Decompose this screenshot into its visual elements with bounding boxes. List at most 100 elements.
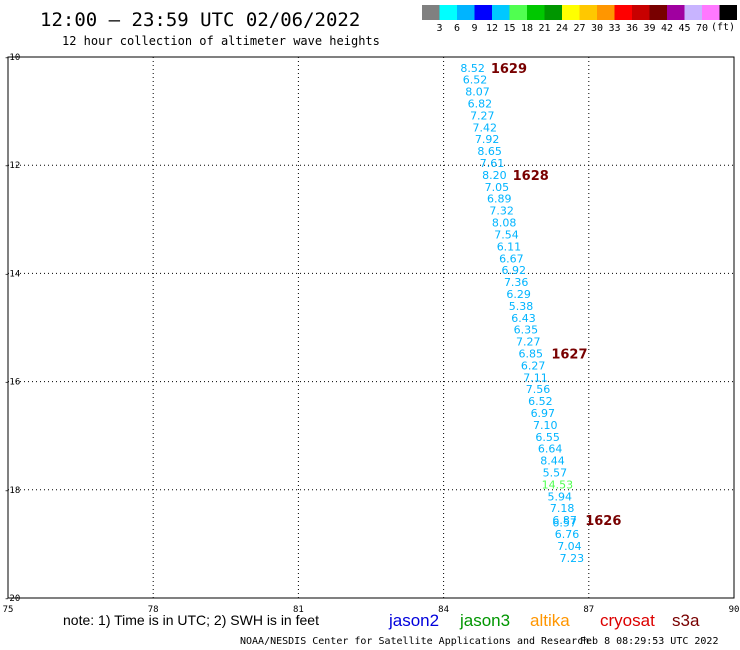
swh-value: 7.61: [480, 157, 505, 170]
swh-value: 7.18: [550, 502, 575, 515]
legend-tick-label: 6: [454, 23, 460, 34]
legend-tick-label: 12: [486, 23, 498, 34]
satellite-cryosat: cryosat: [600, 611, 655, 630]
legend-tick-label: 27: [573, 23, 585, 34]
legend-swatch: [649, 5, 667, 20]
legend-swatch: [544, 5, 562, 20]
swh-value: 7.04: [557, 540, 582, 553]
legend-swatch: [474, 5, 492, 20]
legend-swatch: [702, 5, 720, 20]
legend-swatch: [422, 5, 440, 20]
x-tick-label: 84: [438, 605, 449, 615]
swh-value: 7.56: [526, 383, 551, 396]
legend-swatch: [562, 5, 580, 20]
pass-time-label: 1626: [585, 514, 621, 529]
y-tick-label: -18: [4, 486, 20, 496]
legend-tick-label: 9: [471, 23, 477, 34]
swh-value: 7.42: [472, 121, 497, 134]
swh-value: 7.27: [470, 109, 495, 122]
axis-tick-labels: 75 78 81 84 87 90 -10 -12 -14 -16 -18 -20: [3, 53, 740, 615]
swh-value: 6.11: [497, 240, 522, 253]
x-tick-label: 78: [148, 605, 159, 615]
swh-value: 8.52: [460, 62, 485, 75]
legend-swatch: [492, 5, 510, 20]
swh-value: 8.65: [477, 145, 502, 158]
swh-value: 7.32: [489, 205, 514, 218]
swh-value: 7.54: [494, 228, 519, 241]
pass-time-label: 1628: [513, 169, 549, 184]
y-tick-label: -20: [4, 594, 20, 604]
swh-value: 7.11: [523, 371, 548, 384]
y-tick-label: -10: [4, 53, 20, 63]
swh-value: 6.82: [468, 98, 493, 111]
footer-credit: NOAA/NESDIS Center for Satellite Applica…: [240, 636, 589, 647]
swh-value: 7.92: [475, 133, 500, 146]
legend-swatch: [457, 5, 475, 20]
satellite-s3a: s3a: [672, 611, 700, 630]
swh-value: 14.53: [542, 478, 574, 491]
legend-tick-label: 24: [556, 23, 568, 34]
swh-value: 6.92: [502, 264, 527, 277]
swh-value: 7.23: [560, 552, 585, 565]
chart-subtitle: 12 hour collection of altimeter wave hei…: [62, 34, 380, 48]
legend-tick-label: 3: [436, 23, 442, 34]
satellite-legend: jason2 jason3 altika cryosat s3a: [388, 611, 700, 630]
plot-frame: [7, 56, 735, 599]
legend-tick-label: 70: [696, 23, 708, 34]
x-tick-label: 87: [583, 605, 594, 615]
swh-value: 8.44: [540, 455, 565, 468]
swh-value: 6.55: [535, 431, 560, 444]
swh-value: 5.57: [543, 466, 568, 479]
legend-tick-label: 39: [643, 23, 655, 34]
swh-value: 6.89: [487, 193, 512, 206]
footer-generated: Feb 8 08:29:53 UTC 2022: [580, 636, 718, 647]
grid-lines: [8, 57, 734, 598]
color-legend: 3 6 9 12 15 18 21 24 27 30 33 36 39 42 45 70: [422, 5, 737, 34]
swh-value: 6.29: [506, 288, 531, 301]
swh-points: 8.526.528.076.827.277.427.928.657.618.20…: [460, 62, 584, 565]
x-tick-label: 90: [729, 605, 740, 615]
legend-tick-label: 36: [626, 23, 638, 34]
legend-swatch: [719, 5, 737, 20]
legend-tick-label: 21: [538, 23, 550, 34]
legend-swatch: [597, 5, 615, 20]
y-tick-label: -14: [4, 269, 20, 279]
legend-unit-label: (ft): [711, 22, 735, 33]
legend-swatch: [667, 5, 685, 20]
swh-value: 7.36: [504, 276, 529, 289]
legend-swatch: [614, 5, 632, 20]
swh-value: 6.76: [555, 528, 580, 541]
swh-value: 7.27: [516, 336, 541, 349]
swh-value: 8.07: [465, 86, 490, 99]
legend-swatch: [439, 5, 457, 20]
footer-note: note: 1) Time is in UTC; 2) SWH is in fe…: [63, 612, 319, 628]
swh-value: 6.43: [511, 312, 536, 325]
swh-value: 6.52: [528, 395, 553, 408]
swh-value: 6.35: [514, 324, 539, 337]
swh-value: 7.05: [485, 181, 510, 194]
x-tick-label: 81: [293, 605, 304, 615]
satellite-jason3: jason3: [459, 611, 510, 630]
swh-value: 6.64: [538, 443, 563, 456]
swh-value: 6.52: [463, 74, 488, 87]
legend-tick-label: 30: [591, 23, 603, 34]
legend-swatch: [579, 5, 597, 20]
swh-value: 5.38: [509, 300, 534, 313]
swh-value: 6.97: [531, 407, 556, 420]
plot-border: [7, 56, 735, 599]
y-tick-label: -12: [4, 161, 20, 171]
legend-swatch: [527, 5, 545, 20]
legend-tick-label: 45: [678, 23, 690, 34]
legend-tick-label: 15: [503, 23, 515, 34]
swh-value: 7.10: [533, 419, 558, 432]
y-tick-label: -16: [4, 378, 20, 388]
pass-time-label: 1629: [491, 62, 527, 77]
satellite-altika: altika: [530, 611, 570, 630]
swh-value: 6.87: [552, 514, 577, 527]
pass-time-labels: 1629 1628 1627 1626: [491, 62, 622, 529]
pass-time-label: 1627: [551, 347, 587, 362]
swh-value: 6.67: [499, 252, 524, 265]
chart-title: 12:00 – 23:59 UTC 02/06/2022: [40, 9, 360, 31]
legend-swatch: [684, 5, 702, 20]
